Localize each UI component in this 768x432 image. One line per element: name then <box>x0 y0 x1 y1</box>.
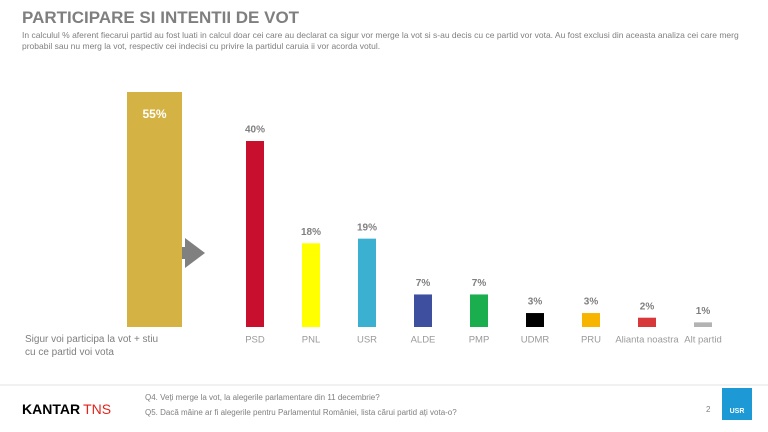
bar <box>246 141 264 327</box>
value-label: 1% <box>696 306 711 317</box>
x-tick-label: Alt partid <box>684 335 722 346</box>
value-label: 3% <box>584 297 599 308</box>
subtitle: In calculul % aferent fiecarui partid au… <box>22 30 739 51</box>
bar <box>414 294 432 327</box>
bar <box>470 294 488 327</box>
value-label: 3% <box>528 297 543 308</box>
title: PARTICIPARE SI INTENTII DE VOT <box>22 8 300 27</box>
bar <box>526 313 544 327</box>
page-number: 2 <box>706 405 711 414</box>
bar <box>302 243 320 327</box>
value-label: 19% <box>357 222 377 233</box>
value-label: 40% <box>245 125 265 136</box>
q5: Q5. Dacă mâine ar fi alegerile pentru Pa… <box>145 408 457 417</box>
x-tick-label: PSD <box>245 335 265 346</box>
arrow <box>165 238 205 268</box>
x-tick-label: PMP <box>469 335 490 346</box>
x-tick-label: USR <box>357 335 377 346</box>
q4: Q4. Veți merge la vot, la alegerile parl… <box>145 393 380 402</box>
x-tick-label: ALDE <box>411 335 436 346</box>
value-label: 7% <box>472 278 487 289</box>
bar <box>638 317 656 327</box>
bar <box>358 238 376 327</box>
bar <box>694 322 712 327</box>
brand: KANTAR TNS <box>22 401 111 417</box>
logo-text: USR <box>730 408 745 415</box>
x-tick-label: UDMR <box>521 335 550 346</box>
x-tick-label: PNL <box>302 335 320 346</box>
category-label: Sigur voi participa la vot + stiu cu ce … <box>25 334 159 358</box>
value-label: 18% <box>301 227 321 238</box>
value-label: 2% <box>640 301 655 312</box>
bar <box>582 313 600 327</box>
value-label: 55% <box>142 107 166 121</box>
value-label: 7% <box>416 278 431 289</box>
bar <box>127 92 182 327</box>
x-tick-label: Alianta noastra <box>615 335 679 346</box>
x-tick-label: PRU <box>581 335 601 346</box>
logo-box <box>722 388 752 420</box>
